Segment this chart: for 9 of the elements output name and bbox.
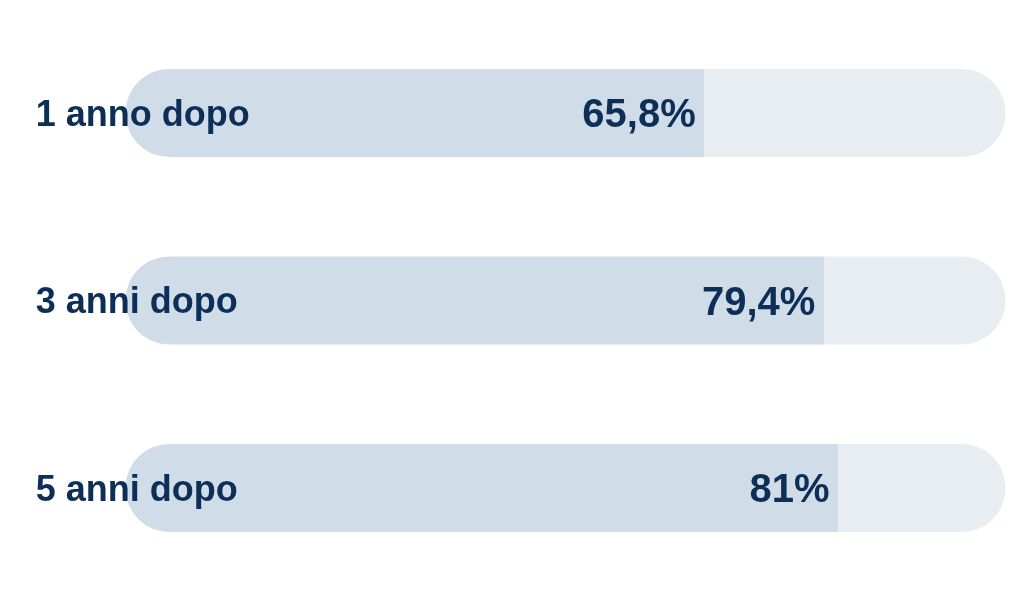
y-tick-label: 5 anni dopo [35,467,238,509]
data-label: 65,8% [582,91,696,135]
y-tick-label: 1 anno dopo [35,92,250,134]
data-label: 81% [749,466,830,510]
data-label: 79,4% [702,278,816,323]
bar [838,443,1006,533]
bar [824,256,1006,345]
bar [704,68,1006,158]
y-tick-label: 3 anni dopo [35,280,238,321]
